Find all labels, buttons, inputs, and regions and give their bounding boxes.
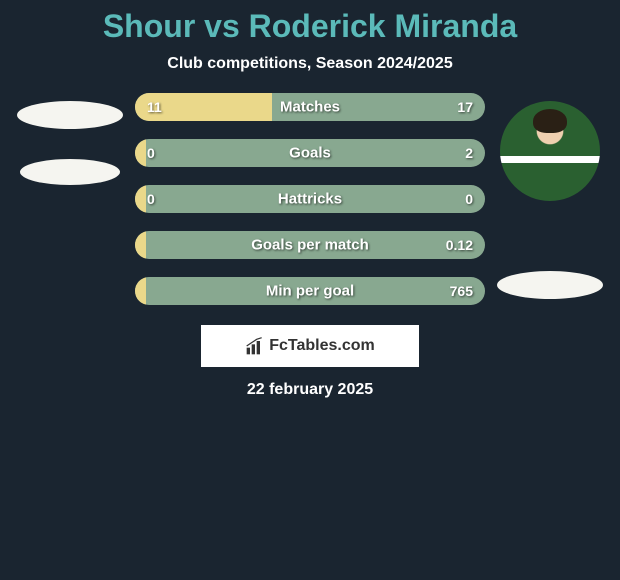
right-badge-1 [497, 271, 603, 299]
bar-label: Hattricks [278, 191, 342, 208]
right-player-avatar [500, 101, 600, 201]
stat-bar: Goals per match 0.12 [135, 231, 485, 259]
left-badge-1 [17, 101, 123, 129]
bar-value-right: 2 [465, 145, 473, 161]
bar-left-fill [135, 185, 146, 213]
bar-label: Min per goal [266, 283, 354, 300]
right-player-col [495, 93, 605, 299]
stat-bar: Goals 0 2 [135, 139, 485, 167]
page-title: Shour vs Roderick Miranda [103, 8, 517, 45]
page-subtitle: Club competitions, Season 2024/2025 [167, 55, 452, 73]
stat-bar: Min per goal 765 [135, 277, 485, 305]
bar-value-left: 0 [147, 191, 155, 207]
stat-bars: Matches 11 17 Goals 0 2 Hattricks 0 0 Goals per m… [135, 93, 485, 305]
bar-value-right: 0 [465, 191, 473, 207]
bar-left-fill [135, 277, 146, 305]
bar-value-left: 11 [147, 99, 162, 115]
left-badge-2 [20, 159, 120, 185]
bar-value-right: 765 [450, 283, 473, 299]
bar-value-right: 0.12 [446, 237, 473, 253]
bar-label: Goals [289, 145, 331, 162]
comparison-row: Matches 11 17 Goals 0 2 Hattricks 0 0 Goals per m… [0, 93, 620, 305]
bar-label: Goals per match [251, 237, 369, 254]
left-player-col [15, 93, 125, 185]
stat-bar: Hattricks 0 0 [135, 185, 485, 213]
bar-left-fill [135, 231, 146, 259]
chart-icon [245, 336, 265, 356]
stat-bar: Matches 11 17 [135, 93, 485, 121]
bar-label: Matches [280, 99, 340, 116]
brand-label: FcTables.com [269, 337, 375, 355]
bar-value-right: 17 [457, 99, 473, 115]
bar-left-fill [135, 139, 146, 167]
brand-badge: FcTables.com [201, 325, 419, 367]
footer-date: 22 february 2025 [247, 381, 373, 399]
bar-value-left: 0 [147, 145, 155, 161]
